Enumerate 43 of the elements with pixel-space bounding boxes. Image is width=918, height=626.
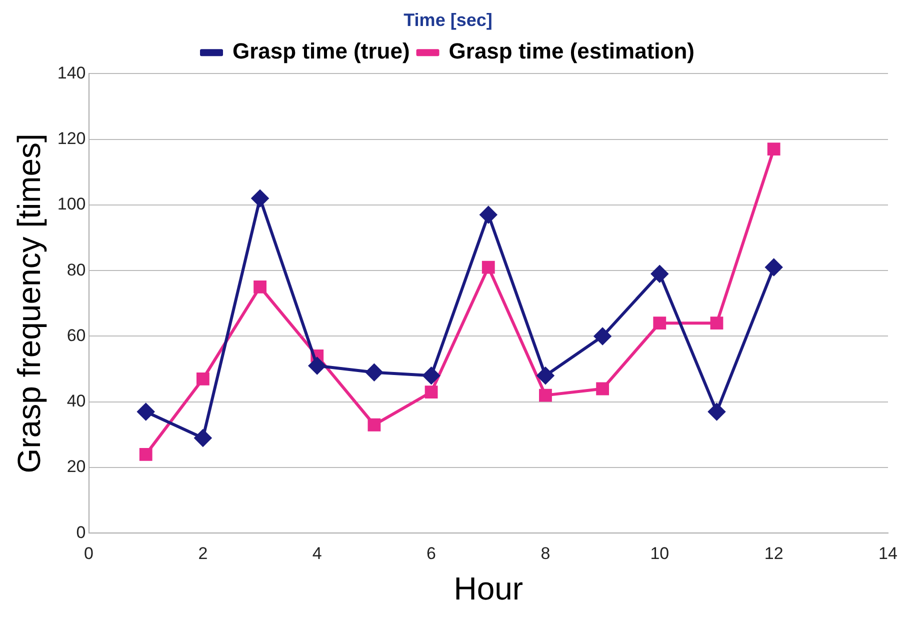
point — [480, 206, 497, 224]
point — [368, 418, 381, 432]
point — [539, 388, 552, 402]
x-tick-label: 6 — [426, 544, 436, 564]
x-axis-title: Hour — [454, 570, 524, 607]
x-tick-label: 10 — [650, 544, 670, 564]
point — [196, 372, 210, 386]
chart-title: Time [sec] — [404, 10, 492, 30]
point — [653, 316, 666, 330]
y-axis-title: Grasp frequency [times] — [11, 134, 48, 474]
point — [137, 403, 154, 420]
x-tick-label: 14 — [878, 544, 898, 564]
point — [767, 142, 780, 156]
x-tick-label: 12 — [764, 544, 784, 564]
y-tick-label: 120 — [57, 128, 86, 148]
x-tick-label: 8 — [540, 544, 550, 564]
point — [308, 357, 326, 374]
point — [252, 190, 269, 207]
point — [139, 448, 152, 461]
y-tick-label: 40 — [66, 392, 86, 411]
point — [482, 260, 495, 274]
point — [651, 265, 668, 282]
y-tick-label: 0 — [76, 522, 86, 542]
legend-label: Grasp time (estimation) — [448, 38, 694, 64]
x-tick-label: 2 — [198, 544, 208, 564]
y-tick-label: 60 — [66, 326, 86, 345]
point — [536, 367, 554, 384]
point — [594, 328, 612, 345]
point — [254, 280, 266, 294]
legend-label: Grasp time (true) — [232, 38, 410, 64]
y-tick-label: 20 — [66, 457, 86, 476]
point — [710, 316, 724, 330]
point — [596, 382, 610, 396]
x-tick-label: 4 — [312, 544, 322, 564]
point — [708, 403, 726, 420]
point — [424, 386, 438, 398]
point — [194, 429, 212, 446]
y-tick-label: 80 — [66, 260, 86, 280]
y-tick-label: 140 — [57, 63, 86, 82]
point — [366, 364, 383, 381]
point — [765, 258, 782, 276]
point — [422, 367, 440, 384]
y-tick-label: 100 — [57, 194, 86, 214]
